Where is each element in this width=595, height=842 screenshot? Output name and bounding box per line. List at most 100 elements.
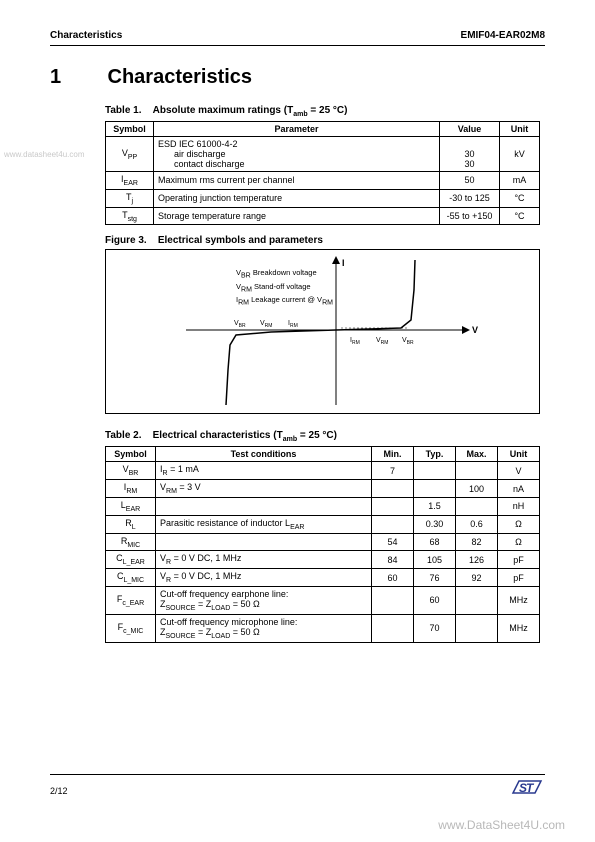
- t2-typ: [414, 480, 456, 498]
- svg-text:VRM: VRM: [260, 320, 272, 329]
- svg-text:VBR: VBR: [234, 320, 246, 329]
- header-left: Characteristics: [50, 30, 122, 41]
- t1-r3-sym: Tstg: [106, 207, 154, 225]
- t1-r2-val: -30 to 125: [440, 189, 500, 207]
- figure3-legend: VBR Breakdown voltage VRM Stand-off volt…: [236, 268, 333, 308]
- table1-caption: Table 1. Absolute maximum ratings (Tamb …: [105, 105, 545, 118]
- t2-unit: MHz: [498, 614, 540, 642]
- t2-min: [372, 480, 414, 498]
- t1-r3-param: Storage temperature range: [154, 207, 440, 225]
- figure3: VBR Breakdown voltage VRM Stand-off volt…: [105, 249, 540, 414]
- t2-h5: Unit: [498, 447, 540, 462]
- t2-max: 126: [456, 551, 498, 569]
- t2-max: [456, 497, 498, 515]
- t2-min: [372, 497, 414, 515]
- t2-cond: VR = 0 V DC, 1 MHz: [156, 551, 372, 569]
- t2-h0: Symbol: [106, 447, 156, 462]
- t2-unit: nH: [498, 497, 540, 515]
- page-number: 2/12: [50, 786, 68, 796]
- t2-max: [456, 586, 498, 614]
- watermark-left: www.datasheet4u.com: [4, 150, 85, 159]
- t1-r0-param: ESD IEC 61000-4-2 air discharge contact …: [154, 137, 440, 172]
- t2-sym: Fc_MIC: [106, 614, 156, 642]
- t1-r1-sym: IEAR: [106, 172, 154, 190]
- svg-text:VRM: VRM: [376, 337, 388, 346]
- section-heading: 1 Characteristics: [50, 66, 545, 89]
- t1-h-symbol: Symbol: [106, 122, 154, 137]
- svg-text:IRM: IRM: [288, 320, 298, 329]
- t2-typ: [414, 462, 456, 480]
- t2-typ: 76: [414, 569, 456, 587]
- t1-r0-val: 30 30: [440, 137, 500, 172]
- header-right: EMIF04-EAR02M8: [461, 30, 545, 41]
- table2-caption: Table 2. Electrical characteristics (Tam…: [105, 430, 545, 443]
- svg-text:V: V: [472, 325, 478, 335]
- table2: Symbol Test conditions Min. Typ. Max. Un…: [105, 446, 540, 642]
- figure3-caption: Figure 3. Electrical symbols and paramet…: [105, 235, 545, 246]
- t2-sym: CL_EAR: [106, 551, 156, 569]
- t2-sym: VBR: [106, 462, 156, 480]
- t2-typ: 1.5: [414, 497, 456, 515]
- t2-max: 82: [456, 533, 498, 551]
- t1-r1-param: Maximum rms current per channel: [154, 172, 440, 190]
- t2-h4: Max.: [456, 447, 498, 462]
- t2-h2: Min.: [372, 447, 414, 462]
- t2-cond: VRM = 3 V: [156, 480, 372, 498]
- t2-unit: Ω: [498, 515, 540, 533]
- t2-sym: CL_MIC: [106, 569, 156, 587]
- t2-min: 7: [372, 462, 414, 480]
- t1-r2-sym: Tj: [106, 189, 154, 207]
- t1-r2-unit: °C: [500, 189, 540, 207]
- t2-sym: Fc_EAR: [106, 586, 156, 614]
- t2-unit: pF: [498, 551, 540, 569]
- svg-text:I: I: [342, 258, 345, 268]
- t2-cond: Cut-off frequency microphone line:ZSOURC…: [156, 614, 372, 642]
- t2-unit: Ω: [498, 533, 540, 551]
- t2-max: [456, 462, 498, 480]
- t2-max: 100: [456, 480, 498, 498]
- t2-min: 84: [372, 551, 414, 569]
- t2-typ: 60: [414, 586, 456, 614]
- t1-h-value: Value: [440, 122, 500, 137]
- page-header: Characteristics EMIF04-EAR02M8: [50, 30, 545, 46]
- t2-max: 0.6: [456, 515, 498, 533]
- t2-typ: 68: [414, 533, 456, 551]
- t1-r3-unit: °C: [500, 207, 540, 225]
- t1-r0-sym: VPP: [106, 137, 154, 172]
- svg-text:IRM: IRM: [350, 337, 360, 346]
- t2-min: 54: [372, 533, 414, 551]
- t2-cond: IR = 1 mA: [156, 462, 372, 480]
- t2-min: 60: [372, 569, 414, 587]
- t2-cond: [156, 497, 372, 515]
- t2-unit: pF: [498, 569, 540, 587]
- t2-cond: VR = 0 V DC, 1 MHz: [156, 569, 372, 587]
- t2-sym: LEAR: [106, 497, 156, 515]
- t2-typ: 105: [414, 551, 456, 569]
- t1-h-param: Parameter: [154, 122, 440, 137]
- t1-r2-param: Operating junction temperature: [154, 189, 440, 207]
- t2-cond: Parasitic resistance of inductor LEAR: [156, 515, 372, 533]
- t2-unit: V: [498, 462, 540, 480]
- t2-sym: RL: [106, 515, 156, 533]
- section-number: 1: [50, 66, 105, 89]
- t2-typ: 0.30: [414, 515, 456, 533]
- t2-min: [372, 614, 414, 642]
- t1-r0-unit: kV: [500, 137, 540, 172]
- t2-unit: nA: [498, 480, 540, 498]
- section-title: Characteristics: [108, 66, 253, 89]
- t2-cond: [156, 533, 372, 551]
- t2-typ: 70: [414, 614, 456, 642]
- t2-sym: RMIC: [106, 533, 156, 551]
- t2-unit: MHz: [498, 586, 540, 614]
- table1: Symbol Parameter Value Unit VPP ESD IEC …: [105, 121, 540, 225]
- t2-h3: Typ.: [414, 447, 456, 462]
- t2-min: [372, 586, 414, 614]
- t2-cond: Cut-off frequency earphone line:ZSOURCE …: [156, 586, 372, 614]
- t2-max: 92: [456, 569, 498, 587]
- t1-r3-val: -55 to +150: [440, 207, 500, 225]
- t2-max: [456, 614, 498, 642]
- t2-sym: IRM: [106, 480, 156, 498]
- t2-h1: Test conditions: [156, 447, 372, 462]
- t1-r1-val: 50: [440, 172, 500, 190]
- t1-h-unit: Unit: [500, 122, 540, 137]
